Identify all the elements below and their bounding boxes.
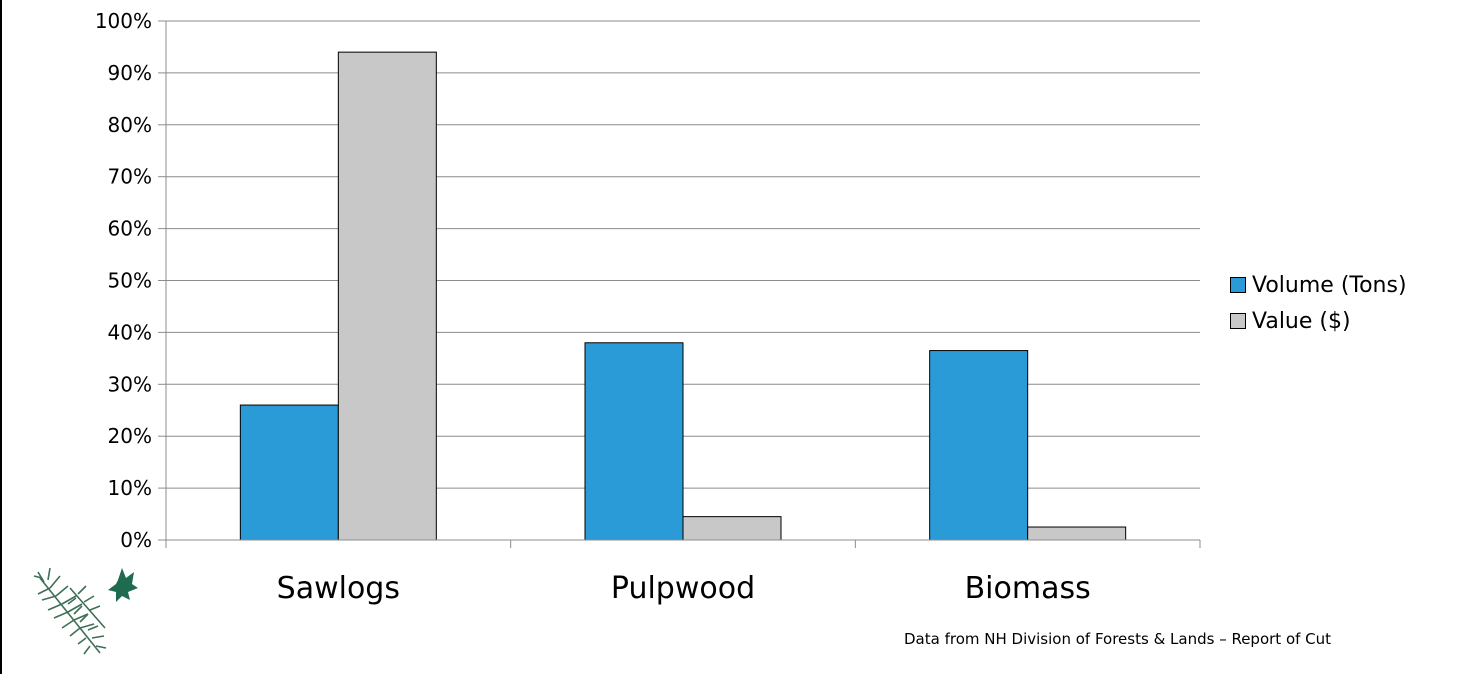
y-tick-label: 0%: [120, 528, 152, 552]
bar-value-pulpwood: [682, 516, 782, 541]
legend: Volume (Tons) Value ($): [1230, 268, 1407, 340]
x-axis-labels: Sawlogs Pulpwood Biomass: [277, 571, 1091, 606]
bar-volume-sawlogs: [239, 404, 339, 541]
y-tick-label: 10%: [108, 476, 152, 500]
bars: [239, 51, 1127, 541]
y-tick-label: 100%: [95, 9, 152, 33]
y-tick-label: 70%: [108, 165, 152, 189]
legend-item-value: Value ($): [1230, 304, 1407, 338]
y-tick-label: 60%: [108, 217, 152, 241]
x-category-label: Biomass: [965, 571, 1091, 606]
legend-label-volume: Volume (Tons): [1252, 272, 1407, 298]
legend-swatch-volume: [1230, 277, 1246, 293]
legend-item-volume: Volume (Tons): [1230, 268, 1407, 302]
legend-label-value: Value ($): [1252, 308, 1351, 334]
bar-value-sawlogs: [337, 51, 437, 541]
y-tick-label: 90%: [108, 61, 152, 85]
y-tick-label: 20%: [108, 424, 152, 448]
y-tick-label: 30%: [108, 372, 152, 396]
pine-branch-maple-leaf-logo-icon: [33, 567, 138, 655]
bar-volume-pulpwood: [584, 342, 684, 541]
source-note: Data from NH Division of Forests & Lands…: [904, 630, 1332, 648]
legend-swatch-value: [1230, 313, 1246, 329]
bar-volume-biomass: [929, 350, 1029, 541]
axes: [165, 21, 1201, 548]
x-category-label: Pulpwood: [611, 571, 755, 606]
y-tick-label: 50%: [108, 269, 152, 293]
y-axis-ticks: 0% 10% 20% 30% 40% 50% 60% 70% 80% 90% 100%: [95, 9, 166, 552]
bar-value-biomass: [1027, 526, 1127, 541]
y-tick-label: 80%: [108, 113, 152, 137]
y-tick-label: 40%: [108, 320, 152, 344]
x-category-label: Sawlogs: [277, 571, 400, 606]
